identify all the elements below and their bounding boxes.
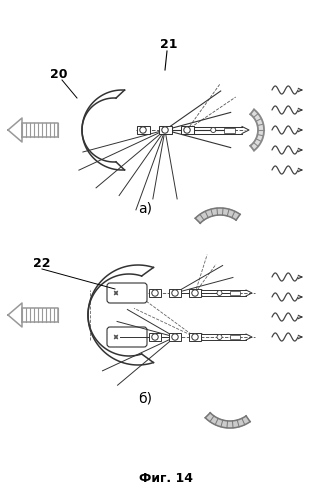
- Polygon shape: [22, 123, 58, 137]
- Bar: [181, 126, 194, 134]
- Circle shape: [192, 334, 198, 340]
- Circle shape: [172, 334, 178, 340]
- Circle shape: [184, 127, 190, 133]
- Circle shape: [217, 290, 222, 296]
- Text: а): а): [138, 201, 152, 215]
- Bar: [189, 333, 201, 341]
- Text: б): б): [138, 392, 152, 406]
- Text: 20: 20: [50, 68, 67, 81]
- Bar: [169, 333, 181, 341]
- Bar: [169, 289, 181, 297]
- Bar: [158, 126, 172, 134]
- Circle shape: [152, 290, 158, 296]
- Polygon shape: [8, 118, 22, 142]
- Polygon shape: [22, 308, 58, 322]
- Polygon shape: [8, 303, 22, 327]
- Circle shape: [192, 290, 198, 296]
- Polygon shape: [205, 413, 250, 428]
- Bar: [149, 333, 161, 341]
- Circle shape: [217, 334, 222, 340]
- Text: 21: 21: [160, 38, 178, 51]
- Bar: [229, 335, 239, 339]
- Polygon shape: [250, 110, 264, 150]
- Text: Фиг. 14: Фиг. 14: [139, 472, 193, 484]
- Bar: [149, 289, 161, 297]
- Polygon shape: [82, 90, 124, 170]
- Polygon shape: [88, 265, 153, 365]
- FancyBboxPatch shape: [107, 327, 147, 347]
- Polygon shape: [195, 208, 240, 223]
- Bar: [189, 289, 201, 297]
- Circle shape: [152, 334, 158, 340]
- Circle shape: [172, 290, 178, 296]
- FancyBboxPatch shape: [107, 283, 147, 303]
- Bar: [136, 126, 149, 134]
- Bar: [229, 291, 239, 295]
- Circle shape: [211, 128, 216, 132]
- Circle shape: [140, 127, 146, 133]
- Bar: [224, 128, 235, 132]
- Circle shape: [162, 127, 168, 133]
- Text: 22: 22: [33, 257, 50, 270]
